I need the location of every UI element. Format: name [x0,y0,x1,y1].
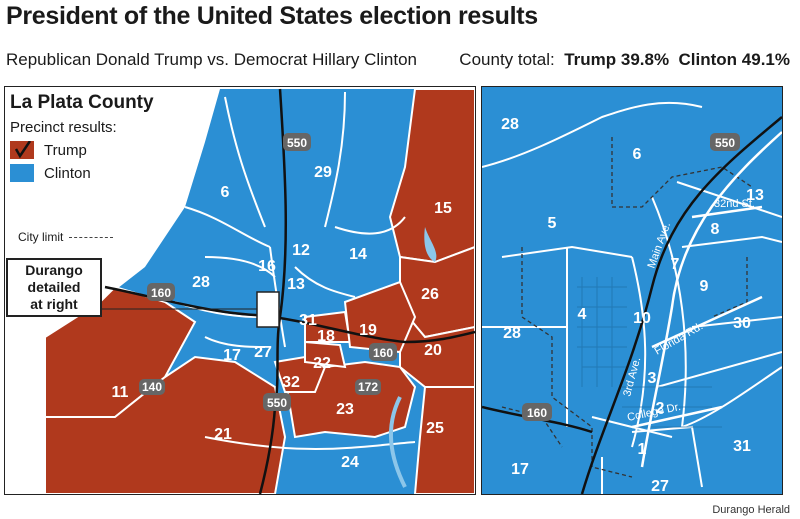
precinct-21-label: 21 [214,426,232,443]
precinct-32-shape [273,355,327,393]
city-precinct-10-label: 10 [633,310,651,327]
precinct-17-label: 17 [223,347,241,364]
road-140-label: 140 [142,380,162,394]
precinct-22-label: 22 [313,355,331,372]
precinct-31-label: 31 [299,312,317,329]
precinct-22-shape [304,340,347,369]
county-map-svg: 550 160 140 172 160 550 15 26 20 25 11 2… [5,87,475,494]
legend-subtitle: Precinct results: [10,119,117,136]
precinct-32-label: 32 [282,374,300,391]
city-precinct-28-label: 28 [501,116,519,133]
road-550-south-shield: 550 [263,393,291,411]
precinct-19-label: 19 [359,322,377,339]
street-32nd: 32nd St. [714,198,755,210]
city-map: 550 160 32nd St. Main Ave. Florida Rd. 3… [481,86,783,495]
precinct-20-label: 20 [424,342,442,359]
precinct-12-label: 12 [292,242,310,259]
precinct-21-shape [44,355,287,494]
city-precinct-13-label: 13 [746,187,764,204]
legend-clinton: Clinton [10,164,154,182]
road-172-label: 172 [358,380,378,394]
clinton-swatch [10,164,34,182]
city-precinct-8-label: 8 [711,221,720,238]
trump-total: Trump 39.8% [564,50,670,69]
city-road-550-shield: 550 [710,133,740,151]
city-precinct-17-label: 17 [511,461,529,478]
callout-line-2: detailed [27,279,81,295]
credit: Durango Herald [712,504,790,516]
precinct-18-label: 18 [317,328,335,345]
road-160-label: 160 [151,286,171,300]
road-550-label: 550 [287,136,307,150]
trump-legend-label: Trump [44,141,87,159]
city-precinct-2-label: 2 [656,400,665,417]
city-map-svg: 550 160 32nd St. Main Ave. Florida Rd. 3… [482,87,782,494]
city-precinct-31-label: 31 [733,438,751,455]
precinct-28-label: 28 [192,274,210,291]
precinct-14-label: 14 [349,246,367,263]
legend-trump: Trump [10,141,154,159]
city-precinct-6-label: 6 [633,146,642,163]
precinct-6-label: 6 [221,184,230,201]
city-precinct-7-label: 7 [671,256,680,273]
precinct-16-label: 16 [258,258,276,275]
city-limit-legend: City limit [18,230,114,244]
callout-line-3: at right [30,296,78,312]
precinct-13-label: 13 [287,276,305,293]
city-road-160-label: 160 [527,406,547,420]
precinct-23-label: 23 [336,401,354,418]
trump-swatch [10,141,34,159]
city-precinct-30-label: 30 [733,315,751,332]
durango-box [256,291,280,328]
city-precinct-1-label: 1 [638,441,647,458]
precinct-26-label: 26 [421,286,439,303]
precinct-15-label: 15 [434,200,452,217]
chart-title: President of the United States election … [6,2,538,30]
road-160-east-label: 160 [373,346,393,360]
road-550-south-label: 550 [267,396,287,410]
legend: La Plata County Precinct results: Trump … [10,92,154,182]
precinct-25-shape [413,386,475,494]
precinct-29-label: 29 [314,164,332,181]
clinton-legend-label: Clinton [44,164,91,182]
city-road-160-shield: 160 [522,403,552,421]
dashed-line-icon [69,236,114,238]
county-name: La Plata County [10,92,154,113]
precinct-11-label: 11 [112,384,129,401]
precinct-24-label: 24 [341,454,359,471]
city-precinct-5-label: 5 [548,215,557,232]
city-precinct-28b-label: 28 [503,325,521,342]
chart-subtitle: Republican Donald Trump vs. Democrat Hil… [6,50,417,69]
city-limit-label: City limit [18,230,64,244]
city-road-550-label: 550 [715,136,735,150]
precinct-25-label: 25 [426,420,444,437]
road-550-shield: 550 [283,133,311,151]
county-totals: County total: Trump 39.8% Clinton 49.1% [459,50,790,70]
city-precinct-9-label: 9 [700,278,709,295]
clinton-total: Clinton 49.1% [678,50,790,69]
road-160-east-shield: 160 [369,343,397,361]
check-icon [14,141,32,159]
county-total-label: County total: [459,50,555,69]
city-precinct-4-label: 4 [578,306,587,323]
road-172-shield: 172 [355,379,381,395]
city-precinct-3-label: 3 [648,370,657,387]
road-160-shield: 160 [147,283,175,301]
callout-line-1: Durango [25,262,83,278]
precinct-27-label: 27 [254,344,272,361]
city-precinct-27-label: 27 [651,478,669,494]
road-140-shield: 140 [139,379,165,395]
county-map: 550 160 140 172 160 550 15 26 20 25 11 2… [4,86,476,495]
durango-callout: Durango detailed at right [6,258,102,317]
